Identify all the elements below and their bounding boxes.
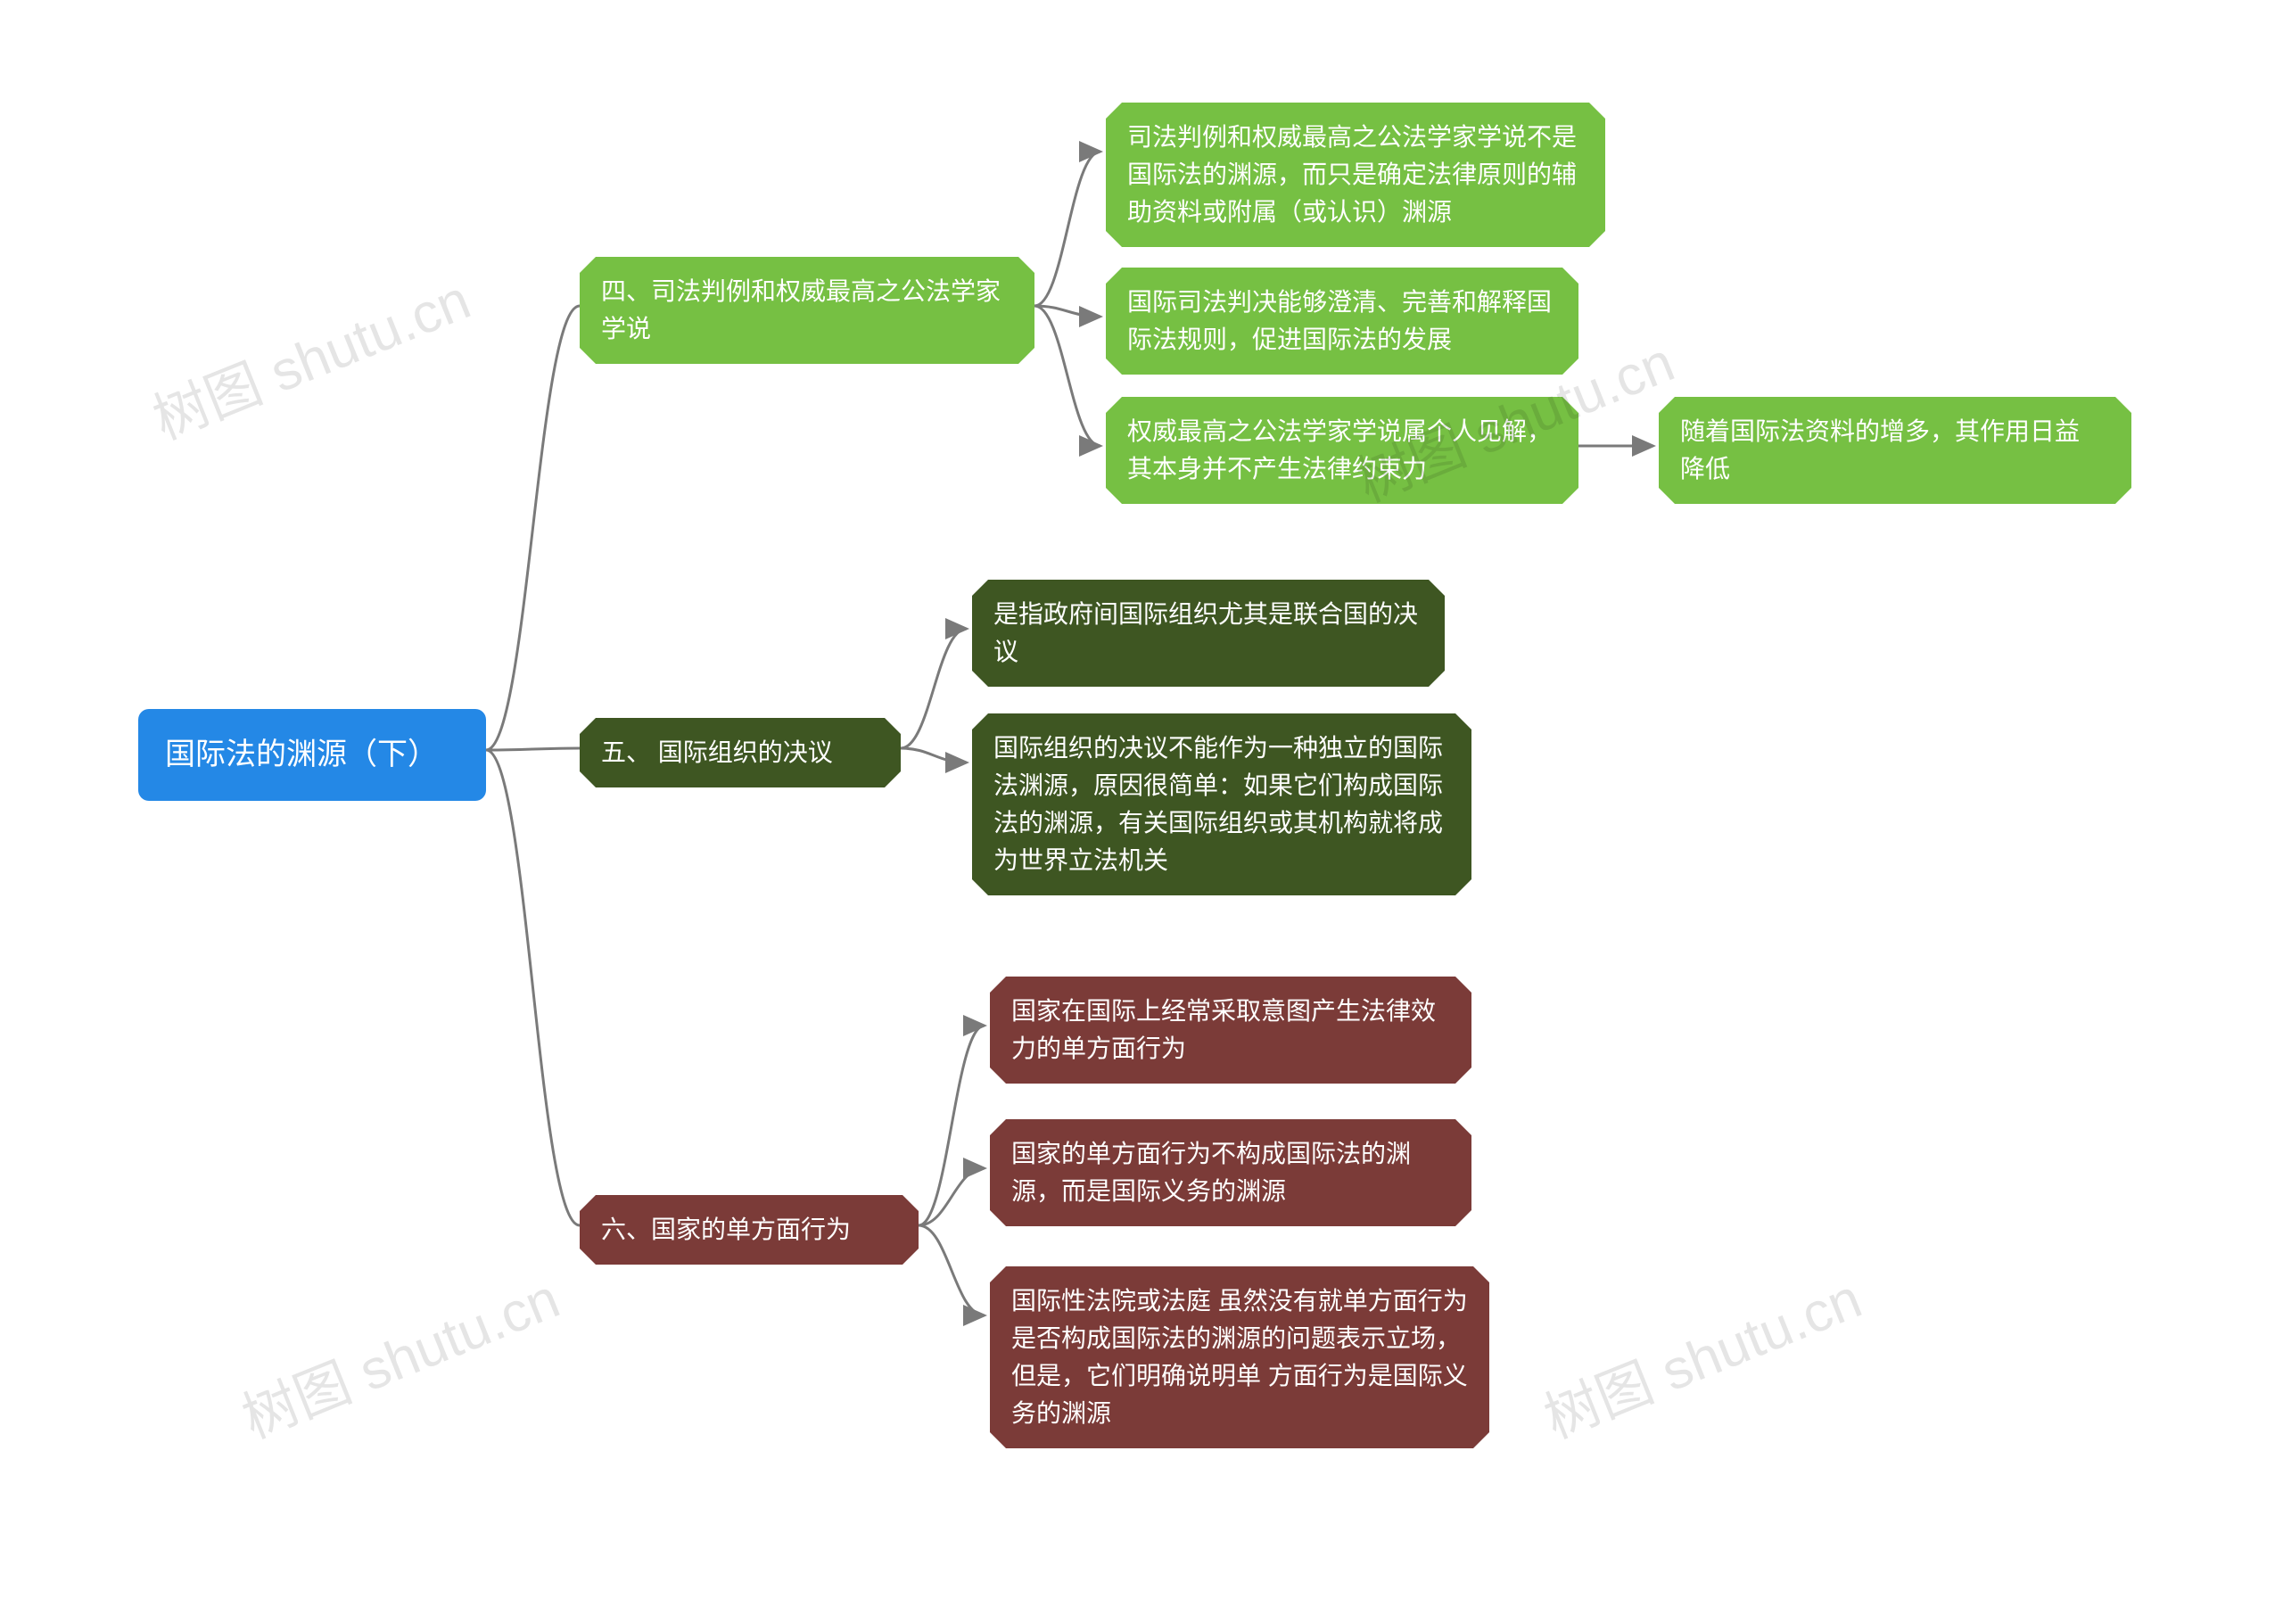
leaf-node-b6-1: 国家的单方面行为不构成国际法的渊源，而是国际义务的渊源 [990,1119,1471,1226]
leaf-node-b5-1: 国际组织的决议不能作为一种独立的国际法渊源，原因很简单：如果它们构成国际法的渊源… [972,713,1471,895]
leaf-node-b4-2-0: 随着国际法资料的增多，其作用日益 降低 [1659,397,2131,504]
leaf-node-b6-0: 国家在国际上经常采取意图产生法律效力的单方面行为 [990,977,1471,1084]
watermark: 树图 shutu.cn [139,255,480,455]
watermark: 树图 shutu.cn [1530,1254,1871,1454]
branch-node-b4: 四、司法判例和权威最高之公法学家学说 [580,257,1034,364]
leaf-node-b4-1: 国际司法判决能够澄清、完善和解释国际法规则，促进国际法的发展 [1106,268,1578,375]
leaf-node-b6-2: 国际性法院或法庭 虽然没有就单方面行为是否构成国际法的渊源的问题表示立场，但是，… [990,1266,1489,1448]
leaf-node-b4-2: 权威最高之公法学家学说属个人见解，其本身并不产生法律约束力 [1106,397,1578,504]
branch-node-b5: 五、 国际组织的决议 [580,718,901,787]
watermark: 树图 shutu.cn [228,1254,569,1454]
leaf-node-b5-0: 是指政府间国际组织尤其是联合国的决议 [972,580,1445,687]
branch-node-b6: 六、国家的单方面行为 [580,1195,919,1265]
leaf-node-b4-0: 司法判例和权威最高之公法学家学说不是国际法的渊源，而只是确定法律原则的辅 助资料… [1106,103,1605,247]
root-node: 国际法的渊源（下） [138,709,486,801]
